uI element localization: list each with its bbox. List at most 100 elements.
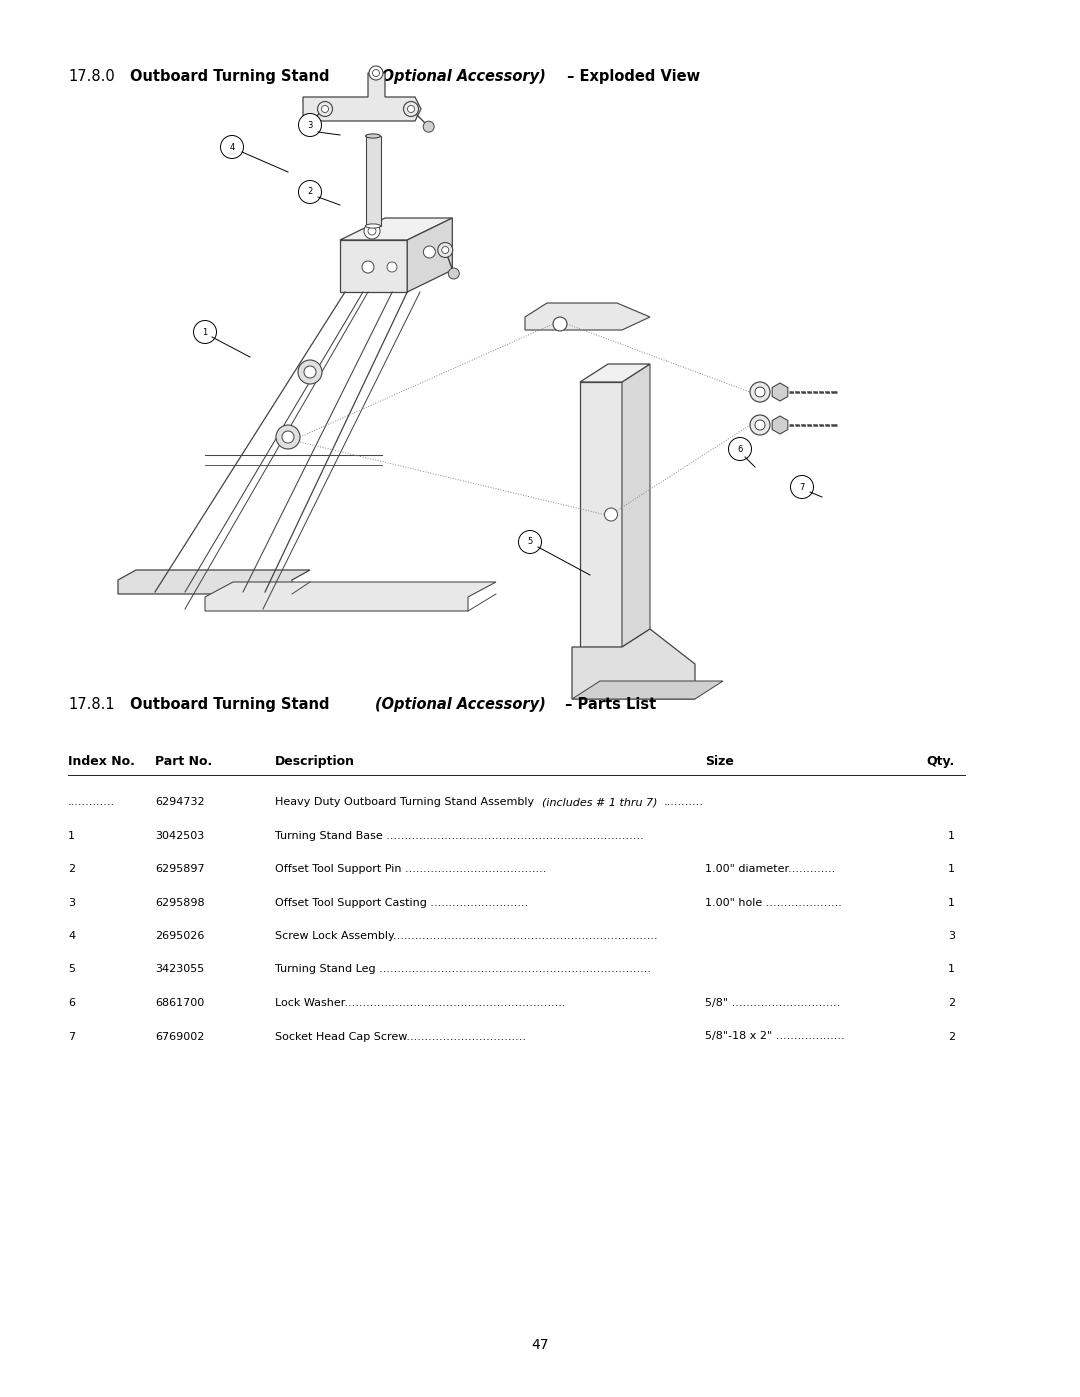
Text: 1: 1 — [948, 964, 955, 975]
Text: (includes # 1 thru 7): (includes # 1 thru 7) — [541, 798, 657, 807]
Text: – Exploded View: – Exploded View — [562, 68, 700, 84]
Text: 3: 3 — [308, 120, 313, 130]
Circle shape — [423, 122, 434, 133]
Circle shape — [553, 317, 567, 331]
Circle shape — [442, 246, 449, 253]
Text: Description: Description — [275, 754, 355, 768]
Text: 5/8" ..............................: 5/8" .............................. — [705, 997, 840, 1009]
Circle shape — [298, 180, 322, 204]
Text: 6295897: 6295897 — [156, 863, 204, 875]
Text: 1: 1 — [68, 830, 75, 841]
Circle shape — [605, 509, 618, 521]
Polygon shape — [365, 136, 380, 226]
Text: 3042503: 3042503 — [156, 830, 204, 841]
Text: 1: 1 — [948, 863, 955, 875]
Circle shape — [448, 268, 459, 279]
Circle shape — [518, 531, 541, 553]
Circle shape — [303, 366, 316, 379]
Text: Socket Head Cap Screw.................................: Socket Head Cap Screw...................… — [275, 1031, 526, 1042]
Polygon shape — [118, 570, 310, 594]
Text: 1.00" hole .....................: 1.00" hole ..................... — [705, 897, 842, 908]
Circle shape — [750, 415, 770, 434]
Text: 2: 2 — [308, 187, 312, 197]
Circle shape — [282, 432, 294, 443]
Text: Offset Tool Support Pin .......................................: Offset Tool Support Pin ................… — [275, 863, 546, 875]
Text: 1: 1 — [948, 897, 955, 908]
Text: Turning Stand Base .............................................................: Turning Stand Base .....................… — [275, 830, 644, 841]
Text: 6295898: 6295898 — [156, 897, 204, 908]
Circle shape — [369, 66, 383, 80]
Text: 6294732: 6294732 — [156, 798, 204, 807]
Circle shape — [276, 425, 300, 448]
Text: 2: 2 — [948, 997, 955, 1009]
Text: Index No.: Index No. — [68, 754, 135, 768]
Text: 5: 5 — [527, 538, 532, 546]
Text: 1: 1 — [948, 830, 955, 841]
Circle shape — [193, 320, 216, 344]
Circle shape — [437, 243, 453, 257]
Text: 3: 3 — [68, 897, 75, 908]
Circle shape — [755, 387, 765, 397]
Circle shape — [322, 106, 328, 112]
Text: 6: 6 — [738, 444, 743, 454]
Text: 17.8.0: 17.8.0 — [68, 68, 114, 84]
Text: 2: 2 — [948, 1031, 955, 1042]
Text: .............: ............. — [68, 798, 116, 807]
Text: 4: 4 — [68, 930, 76, 942]
Text: 5/8"-18 x 2" ...................: 5/8"-18 x 2" ................... — [705, 1031, 845, 1042]
Text: Offset Tool Support Casting ...........................: Offset Tool Support Casting ............… — [275, 897, 528, 908]
Text: Outboard Turning Stand: Outboard Turning Stand — [130, 68, 335, 84]
Circle shape — [318, 102, 333, 116]
Circle shape — [407, 106, 415, 113]
Circle shape — [319, 102, 332, 116]
Polygon shape — [407, 218, 453, 292]
Text: 6: 6 — [68, 997, 75, 1009]
Polygon shape — [572, 680, 723, 698]
Circle shape — [364, 224, 380, 239]
Polygon shape — [303, 73, 421, 122]
Polygon shape — [580, 381, 622, 647]
Text: Part No.: Part No. — [156, 754, 213, 768]
Text: ...........: ........... — [663, 798, 703, 807]
Text: – Parts List: – Parts List — [561, 697, 657, 712]
Text: 6861700: 6861700 — [156, 997, 204, 1009]
Text: Size: Size — [705, 754, 734, 768]
Polygon shape — [340, 240, 407, 292]
Ellipse shape — [365, 134, 380, 138]
Text: 7: 7 — [68, 1031, 76, 1042]
Circle shape — [373, 70, 379, 77]
Circle shape — [298, 113, 322, 137]
Text: 3: 3 — [948, 930, 955, 942]
Circle shape — [404, 102, 419, 116]
Polygon shape — [622, 365, 650, 647]
Polygon shape — [205, 583, 496, 610]
Polygon shape — [340, 218, 453, 240]
Text: Screw Lock Assembly.............................................................: Screw Lock Assembly.....................… — [275, 930, 658, 942]
Text: 2695026: 2695026 — [156, 930, 204, 942]
Text: 1.00" diameter.............: 1.00" diameter............. — [705, 863, 835, 875]
Polygon shape — [572, 629, 696, 698]
Text: 1: 1 — [202, 327, 207, 337]
Text: 5: 5 — [68, 964, 75, 975]
Text: 6769002: 6769002 — [156, 1031, 204, 1042]
Circle shape — [322, 106, 328, 113]
Circle shape — [729, 437, 752, 461]
Circle shape — [791, 475, 813, 499]
Circle shape — [750, 381, 770, 402]
Polygon shape — [525, 303, 650, 330]
Circle shape — [387, 263, 397, 272]
Text: Heavy Duty Outboard Turning Stand Assembly: Heavy Duty Outboard Turning Stand Assemb… — [275, 798, 538, 807]
Text: Lock Washer.............................................................: Lock Washer.............................… — [275, 997, 566, 1009]
Text: Qty.: Qty. — [927, 754, 955, 768]
Text: 7: 7 — [799, 482, 805, 492]
Text: Turning Stand Leg ..............................................................: Turning Stand Leg ......................… — [275, 964, 651, 975]
Polygon shape — [580, 365, 650, 381]
Circle shape — [220, 136, 243, 158]
Circle shape — [423, 246, 435, 258]
Circle shape — [300, 120, 311, 130]
Text: 3423055: 3423055 — [156, 964, 204, 975]
Circle shape — [368, 226, 376, 235]
Polygon shape — [772, 416, 787, 434]
Text: 47: 47 — [531, 1338, 549, 1352]
Polygon shape — [772, 383, 787, 401]
